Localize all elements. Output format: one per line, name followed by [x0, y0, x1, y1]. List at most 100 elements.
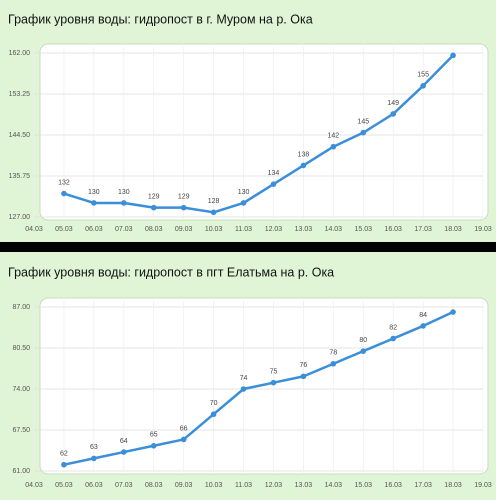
x-tick-label: 17.03	[414, 482, 432, 489]
point	[270, 379, 277, 386]
x-tick-label: 10.03	[205, 226, 223, 233]
x-tick-label: 15.03	[355, 482, 373, 489]
y-tick-label: 153.25	[9, 91, 31, 98]
x-tick-label: 08.03	[145, 226, 163, 233]
point	[121, 449, 127, 455]
point	[270, 181, 277, 187]
point	[450, 52, 456, 59]
x-tick-label: 14.03	[325, 226, 343, 233]
y-tick-label: 144.50	[9, 132, 31, 139]
x-tick-label: 11.03	[235, 482, 252, 489]
x-tick-label: 09.03	[175, 482, 193, 489]
x-tick-label: 13.03	[295, 482, 313, 489]
x-tick-label: 07.03	[115, 226, 133, 233]
x-tick-label: 09.03	[175, 226, 193, 233]
x-tick-label: 19.03	[474, 482, 492, 489]
point	[91, 200, 97, 206]
value-label: 78	[329, 350, 337, 357]
x-tick-label: 12.03	[265, 226, 283, 233]
x-tick-label: 15.03	[355, 226, 373, 233]
y-tick-label: 61.00	[12, 468, 30, 475]
line	[63, 310, 454, 466]
y-tick-label: 162.00	[9, 50, 31, 57]
value-label: 130	[118, 189, 130, 196]
separator	[0, 242, 496, 252]
point	[180, 436, 187, 443]
point	[300, 373, 307, 380]
x-tick-label: 04.03	[25, 226, 43, 233]
x-tick-label: 07.03	[115, 482, 133, 489]
value-label: 128	[208, 198, 220, 205]
value-label: 129	[148, 193, 160, 200]
value-label: 82	[389, 324, 397, 331]
x-tick-label: 11.03	[235, 226, 252, 233]
value-label: 130	[88, 189, 100, 196]
value-label: 145	[357, 119, 369, 126]
y-tick-label: 80.50	[12, 345, 30, 352]
value-label: 63	[90, 444, 98, 451]
y-tick-label: 74.00	[12, 386, 30, 393]
point	[210, 411, 217, 418]
x-tick-label: 18.03	[444, 226, 462, 233]
point	[61, 190, 67, 197]
plot-area	[39, 43, 489, 221]
value-label: 155	[417, 72, 429, 79]
chart-title: График уровня воды: гидропост в пгт Елат…	[8, 265, 334, 279]
point	[330, 143, 337, 150]
x-tick-label: 08.03	[145, 482, 163, 489]
value-label: 132	[58, 179, 70, 186]
value-label: 149	[387, 100, 399, 107]
line	[63, 54, 454, 214]
y-tick-label: 87.00	[12, 304, 30, 311]
point	[360, 129, 367, 136]
point	[121, 200, 127, 206]
point	[390, 335, 397, 342]
point	[240, 200, 247, 206]
value-label: 134	[268, 170, 280, 177]
y-tick-label: 127.00	[9, 214, 31, 221]
x-tick-label: 04.03	[25, 482, 43, 489]
value-label: 129	[178, 193, 190, 200]
x-tick-label: 05.03	[55, 482, 73, 489]
value-label: 64	[120, 438, 128, 445]
point	[150, 442, 157, 449]
value-label: 70	[210, 400, 218, 407]
point	[450, 309, 456, 315]
x-tick-label: 12.03	[265, 482, 283, 489]
value-label: 75	[270, 369, 278, 376]
point	[300, 162, 307, 169]
value-label: 74	[240, 375, 248, 382]
value-label: 142	[327, 133, 339, 140]
value-label: 130	[238, 189, 250, 196]
value-label: 84	[419, 312, 427, 319]
value-label: 76	[300, 362, 308, 369]
point	[360, 348, 367, 354]
value-label: 66	[180, 425, 188, 432]
x-tick-label: 10.03	[205, 482, 223, 489]
point	[390, 111, 397, 117]
point	[330, 360, 337, 367]
x-tick-label: 18.03	[444, 482, 462, 489]
x-tick-label: 17.03	[414, 226, 432, 233]
point	[210, 209, 217, 216]
point	[420, 323, 426, 329]
point	[180, 204, 187, 211]
x-tick-label: 05.03	[55, 226, 73, 233]
x-tick-label: 06.03	[85, 482, 103, 489]
x-tick-label: 14.03	[325, 482, 343, 489]
value-label: 138	[298, 151, 310, 158]
point	[91, 455, 97, 462]
x-tick-label: 16.03	[384, 482, 402, 489]
point	[240, 386, 247, 392]
point	[420, 83, 426, 89]
value-label: 62	[60, 451, 68, 458]
value-label: 65	[150, 432, 158, 439]
point	[61, 461, 67, 468]
y-tick-label: 67.50	[12, 427, 30, 434]
x-tick-label: 19.03	[474, 226, 492, 233]
value-label: 80	[359, 337, 367, 344]
chart-title: График уровня воды: гидропост в г. Муром…	[8, 12, 313, 26]
point	[150, 204, 157, 211]
x-tick-label: 16.03	[384, 226, 402, 233]
